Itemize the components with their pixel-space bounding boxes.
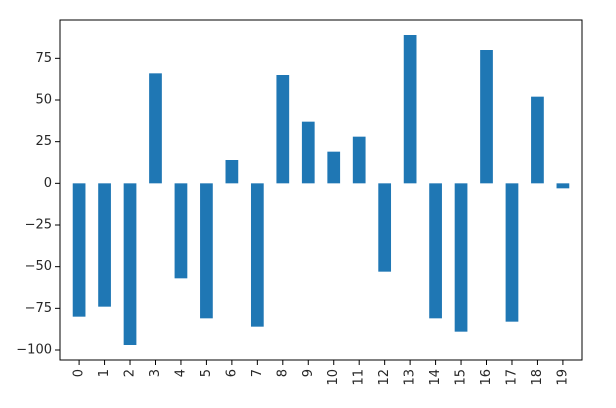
bar-1: [98, 183, 111, 307]
bar-15: [454, 183, 468, 332]
bar-17: [505, 183, 519, 322]
bar-11: [352, 136, 366, 184]
y-tick-label: 50: [35, 93, 52, 108]
bar-12: [378, 183, 392, 272]
x-tick-label: 6: [224, 369, 239, 377]
y-tick-label: 25: [35, 134, 52, 149]
y-tick-label: 75: [35, 51, 52, 66]
x-tick-label: 8: [275, 369, 290, 377]
x-tick-label: 19: [555, 369, 570, 386]
y-tick-label: −100: [16, 343, 52, 358]
bar-10: [327, 151, 341, 184]
x-tick-label: 1: [97, 369, 112, 377]
bar-18: [531, 96, 544, 184]
x-tick-label: 16: [479, 369, 494, 386]
x-tick-label: 9: [301, 369, 316, 377]
y-tick-label: 0: [44, 176, 52, 191]
bar-13: [403, 35, 417, 184]
bar-2: [123, 183, 137, 345]
x-tick-label: 7: [250, 369, 265, 377]
plot-frame: [59, 19, 583, 361]
x-tick-label: 2: [123, 369, 138, 377]
x-tick-label: 12: [377, 369, 392, 386]
y-tick-label: −75: [25, 301, 52, 316]
y-axis: 75 50 25 0 −25 −50 −75 −100: [16, 51, 60, 358]
x-axis: 0 1 2 3 4 5 6 7 8 9 10 11 12 13 14 15 16 17 18 19: [72, 360, 570, 386]
y-tick-label: −25: [25, 218, 52, 233]
bar-16: [480, 50, 493, 184]
x-tick-label: 10: [326, 369, 341, 386]
bar-9: [301, 121, 315, 184]
x-tick-label: 5: [199, 369, 214, 377]
x-tick-label: 4: [173, 369, 188, 377]
bar-3: [149, 73, 162, 184]
x-tick-label: 3: [148, 369, 163, 377]
bar-8: [276, 75, 290, 184]
x-tick-label: 0: [72, 369, 87, 377]
bar-19: [556, 183, 570, 189]
x-tick-label: 18: [530, 369, 545, 386]
bars-group: [72, 35, 570, 345]
x-tick-label: 14: [428, 369, 443, 386]
bar-7: [250, 183, 264, 327]
x-tick-label: 15: [454, 369, 469, 386]
bar-0: [72, 183, 86, 317]
bar-6: [225, 160, 239, 184]
bar-4: [174, 183, 188, 279]
x-tick-label: 13: [403, 369, 418, 386]
y-tick-label: −50: [25, 259, 52, 274]
bar-5: [200, 183, 213, 319]
bar-14: [429, 183, 442, 319]
x-tick-label: 17: [504, 369, 519, 386]
x-tick-label: 11: [352, 369, 367, 386]
